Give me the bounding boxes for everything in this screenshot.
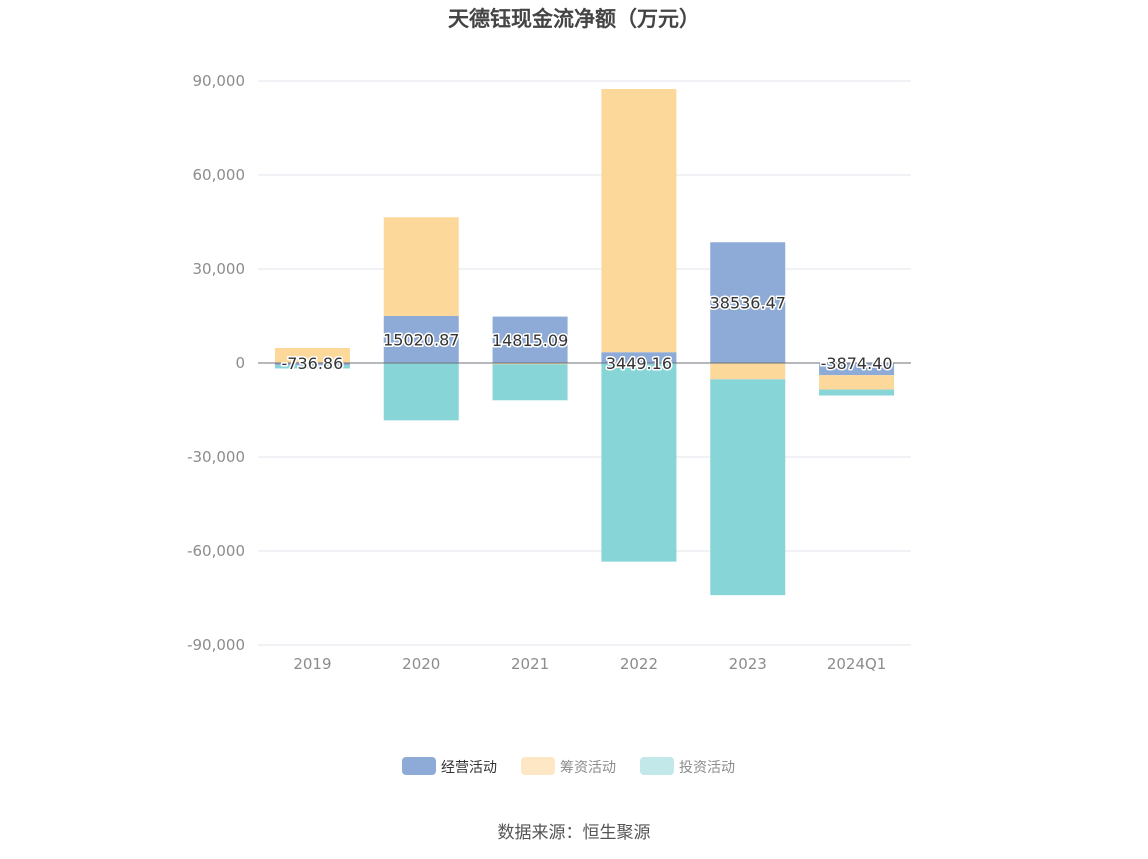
- data-label: -736.86: [282, 354, 344, 373]
- bar-2-3: [601, 363, 677, 562]
- chart-title: 天德钰现金流净额（万元）: [448, 7, 700, 31]
- bar-2-5: [819, 389, 895, 396]
- legend-swatch: [402, 757, 436, 775]
- bar-1-0: [274, 347, 350, 363]
- y-tick-label: -60,000: [187, 542, 245, 560]
- bar-0-3: [601, 352, 677, 363]
- data-label: -3874.40: [821, 354, 893, 373]
- x-axis: 2019 2020 2021 2022 2023 2024Q1: [293, 655, 886, 673]
- bar-0-5: [819, 363, 895, 376]
- y-axis: 90,000 60,000 30,000 0 -30,000 -60,000 -90,000: [187, 72, 245, 654]
- y-tick-label: 0: [235, 354, 245, 372]
- x-tick-label: 2021: [511, 655, 549, 673]
- legend-swatch: [521, 757, 555, 775]
- bar-0-0: [274, 363, 350, 366]
- data-label: 15020.87: [383, 330, 459, 349]
- bar-2-4: [710, 379, 786, 596]
- y-tick-label: -30,000: [187, 448, 245, 466]
- y-tick-label: 60,000: [193, 166, 246, 184]
- legend-swatch: [640, 757, 674, 775]
- source-note: 数据来源：恒生聚源: [498, 823, 651, 843]
- legend[interactable]: 经营活动 筹资活动 投资活动: [402, 757, 735, 776]
- data-label: 14815.09: [492, 331, 568, 350]
- data-label: 3449.16: [606, 354, 672, 373]
- bar-1-3: [601, 88, 677, 353]
- bar-1-1: [383, 217, 459, 316]
- legend-label: 经营活动: [441, 760, 497, 776]
- x-tick-label: 2024Q1: [827, 655, 887, 673]
- data-labels: -736.86 15020.87 14815.09 3449.16 38536.47 -3…: [280, 292, 894, 374]
- bar-0-4: [710, 242, 786, 363]
- y-tick-label: 30,000: [193, 260, 246, 278]
- bar-0-2: [492, 316, 568, 363]
- bar-0-1: [383, 315, 459, 363]
- bar-2-2: [492, 364, 568, 401]
- bar-1-5: [819, 375, 895, 390]
- bar-1-4: [710, 363, 786, 380]
- data-label: 38536.47: [710, 294, 786, 313]
- legend-label: 筹资活动: [560, 759, 616, 776]
- bar-1-2: [492, 363, 568, 365]
- grid: [258, 80, 911, 646]
- bars: [274, 88, 895, 596]
- x-tick-label: 2019: [293, 655, 331, 673]
- y-tick-label: 90,000: [193, 72, 246, 90]
- x-tick-label: 2020: [402, 655, 440, 673]
- bar-2-1: [383, 363, 459, 421]
- legend-label: 投资活动: [679, 760, 735, 776]
- x-tick-label: 2023: [729, 655, 767, 673]
- y-tick-label: -90,000: [187, 636, 245, 654]
- bar-2-0: [274, 365, 350, 369]
- x-tick-label: 2022: [620, 655, 658, 673]
